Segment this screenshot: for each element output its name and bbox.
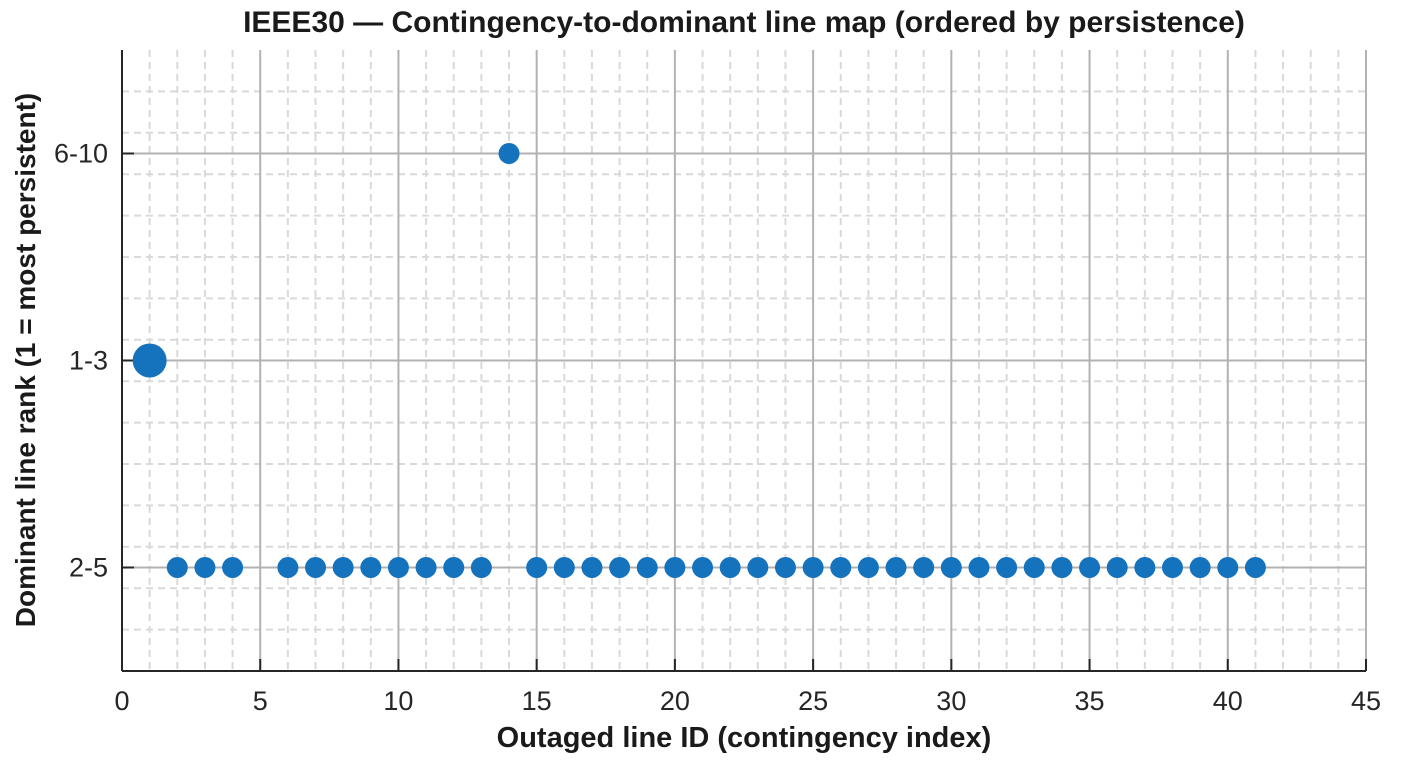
data-point [609, 557, 631, 578]
data-point [747, 557, 769, 578]
data-point [830, 557, 852, 578]
data-point [692, 557, 714, 578]
data-point [636, 557, 658, 578]
data-point [222, 557, 244, 578]
y-tick-label: 2-5 [69, 553, 108, 583]
data-point [360, 557, 382, 578]
data-point [553, 557, 575, 578]
data-point [470, 557, 492, 578]
data-point [498, 143, 520, 164]
data-point [194, 557, 216, 578]
x-tick-label: 10 [383, 686, 413, 716]
x-tick-label: 25 [798, 686, 828, 716]
data-point [940, 557, 962, 578]
data-point [1023, 557, 1045, 578]
data-point [1079, 557, 1101, 578]
x-tick-label: 35 [1075, 686, 1105, 716]
x-axis-label: Outaged line ID (contingency index) [496, 722, 992, 754]
data-point [1217, 557, 1239, 578]
data-point [774, 557, 796, 578]
data-point [581, 557, 603, 578]
data-point [802, 557, 824, 578]
data-point [387, 557, 409, 578]
data-point [277, 557, 299, 578]
x-tick-label: 5 [253, 686, 268, 716]
data-point [443, 557, 465, 578]
data-point [719, 557, 741, 578]
x-tick-label: 30 [936, 686, 966, 716]
data-point [857, 557, 879, 578]
data-point [996, 557, 1018, 578]
y-tick-label: 6-10 [54, 139, 108, 169]
data-point [1051, 557, 1073, 578]
data-point [885, 557, 907, 578]
x-tick-label: 40 [1213, 686, 1243, 716]
data-point-large [132, 343, 167, 378]
data-point [1244, 557, 1266, 578]
data-point [913, 557, 935, 578]
data-point [305, 557, 327, 578]
data-point [166, 557, 188, 578]
x-tick-label: 0 [114, 686, 129, 716]
data-point [1106, 557, 1128, 578]
data-point [1134, 557, 1156, 578]
data-point [415, 557, 437, 578]
data-point [664, 557, 686, 578]
data-point [968, 557, 990, 578]
data-point [1161, 557, 1183, 578]
data-point [1189, 557, 1211, 578]
data-point [526, 557, 548, 578]
y-tick-label: 1-3 [69, 346, 108, 376]
x-tick-label: 45 [1351, 686, 1381, 716]
chart-title: IEEE30 — Contingency-to-dominant line ma… [243, 6, 1245, 39]
x-tick-label: 15 [522, 686, 552, 716]
x-tick-label: 20 [660, 686, 690, 716]
data-point [332, 557, 354, 578]
